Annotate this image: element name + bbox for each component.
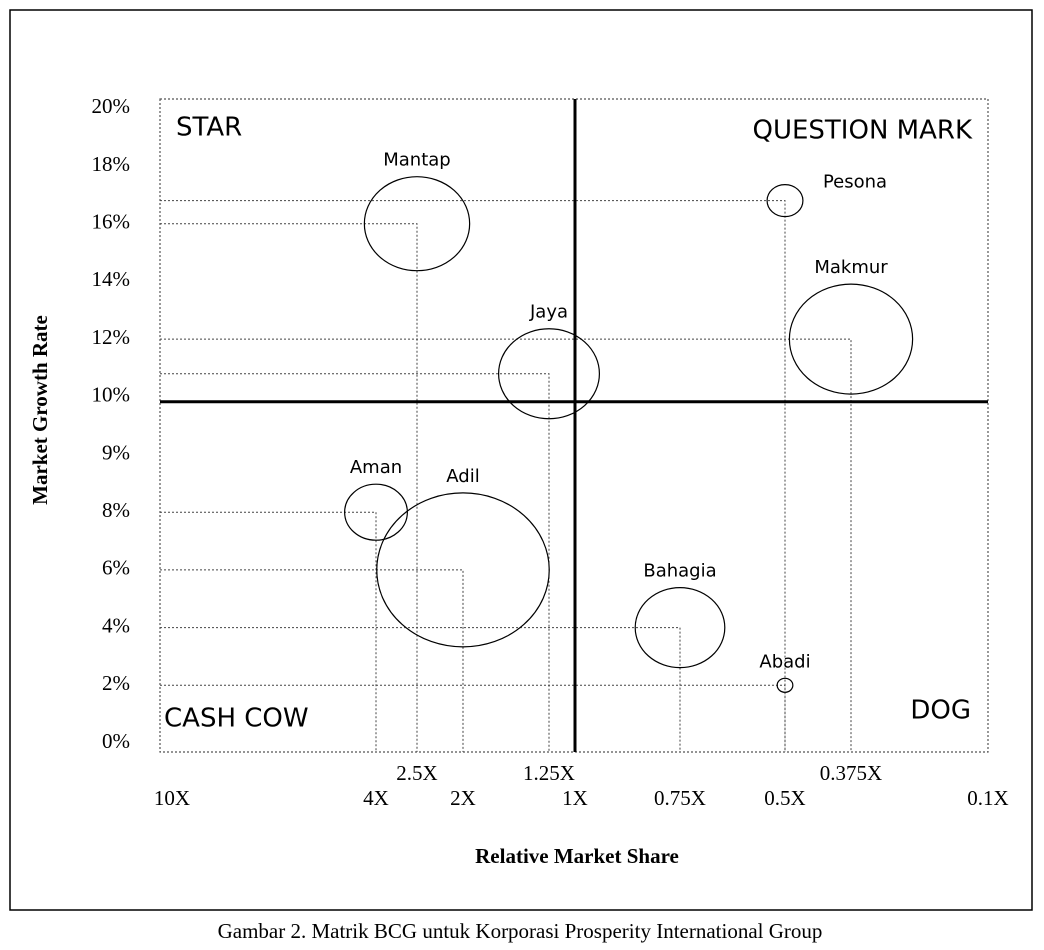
frame [9,9,1033,911]
y-tick-label: 10% [92,383,131,407]
quadrant-label: STAR [176,113,242,143]
guide-line [160,200,786,752]
bubble [634,586,726,669]
bubble-label: Mantap [383,150,450,171]
y-tick-label: 16% [92,210,131,234]
quadrant-label: CASH COW [164,704,309,734]
bubble [344,483,408,541]
quadrant-label: DOG [910,696,971,726]
bubble [376,492,550,648]
guide-line [160,511,377,752]
guide-line [160,373,550,752]
guide-line [160,569,464,752]
y-tick-label: 9% [102,440,130,464]
x-tick-label: 0.1X [967,786,1008,810]
y-tick-label: 18% [92,152,131,176]
guide-line [160,223,418,752]
x-tick-label: 2X [450,786,476,810]
bubble [498,328,601,420]
bubble-label: Pesona [823,172,887,193]
y-tick-label: 14% [92,267,131,291]
guide-line [160,684,786,752]
bubble [776,677,794,693]
bubble [788,283,914,395]
y-tick-label: 8% [102,498,130,522]
x-tick-label: 1.25X [523,761,575,785]
bubble-label: Adil [446,466,479,487]
bubble-label: Bahagia [643,561,716,582]
bubble-label: Aman [350,457,402,478]
bubble-label: Jaya [529,302,568,323]
x-tick-label: 0.375X [820,761,882,785]
x-tick-label: 4X [363,786,389,810]
y-tick-label: 0% [102,729,130,753]
y-axis-title: Market Growth Rate [28,315,52,505]
x-tick-label: 0.5X [764,786,805,810]
y-tick-label: 12% [92,325,131,349]
guide-line [160,627,681,752]
bubble [766,184,804,218]
bubble [363,176,471,272]
x-tick-label: 0.75X [654,786,706,810]
bubble-label: Makmur [814,257,888,278]
quadrant-label: QUESTION MARK [753,116,973,146]
y-tick-label: 6% [102,556,130,580]
bubble-label: Abadi [759,651,810,672]
y-tick-label: 4% [102,613,130,637]
x-tick-label: 2.5X [396,761,437,785]
x-tick-label: 10X [154,786,190,810]
y-tick-label: 20% [92,94,131,118]
y-tick-label: 2% [102,671,130,695]
x-axis-title: Relative Market Share [475,844,679,868]
x-tick-label: 1X [562,786,588,810]
caption: Gambar 2. Matrik BCG untuk Korporasi Pro… [218,919,823,943]
